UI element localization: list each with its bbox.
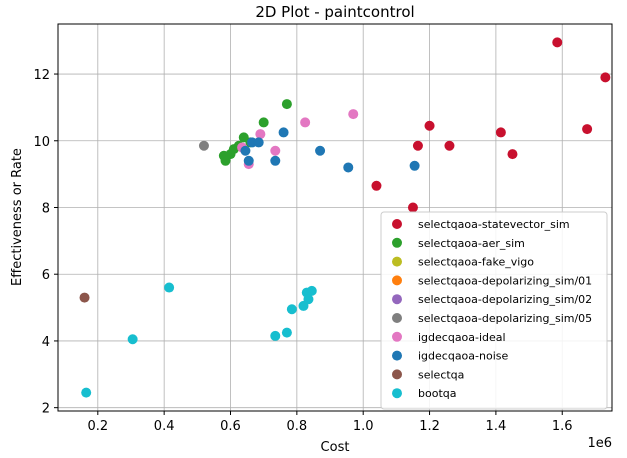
- data-point: [552, 37, 563, 48]
- legend-label: bootqa: [418, 387, 456, 400]
- x-axis-label: Cost: [321, 440, 350, 455]
- data-point: [258, 117, 269, 128]
- data-point: [371, 180, 382, 191]
- legend-label: selectqaoa-statevector_sim: [418, 218, 570, 231]
- legend-label: selectqaoa-aer_sim: [418, 237, 525, 250]
- data-point: [306, 285, 317, 296]
- legend-marker: [392, 369, 402, 380]
- data-points: [79, 37, 611, 398]
- legend: selectqaoa-statevector_sim selectqaoa-aer…: [380, 211, 608, 410]
- data-point: [507, 149, 518, 160]
- x-tick-label: 0.8: [287, 419, 308, 434]
- legend-label: selectqaoa-fake_vigo: [418, 256, 534, 269]
- data-point: [315, 145, 326, 156]
- data-point: [81, 387, 92, 398]
- legend-marker: [392, 388, 402, 399]
- y-axis-label: Effectiveness or Rate: [10, 148, 25, 286]
- data-point: [412, 140, 423, 151]
- legend-box: [380, 211, 608, 410]
- legend-marker: [392, 256, 402, 267]
- data-point: [303, 294, 314, 305]
- x-axis-offset-label: 1e6: [587, 436, 612, 451]
- data-point: [243, 155, 254, 166]
- data-point: [281, 99, 292, 110]
- x-tick-label: 1.2: [419, 419, 440, 434]
- y-tick-label: 6: [42, 268, 50, 283]
- legend-label: igdecqaoa-ideal: [418, 331, 506, 344]
- plot-frame: [57, 23, 613, 412]
- x-tick-label: 0.2: [87, 419, 108, 434]
- axis-ticks: 0.2 0.4 0.6 0.8 1.0 1.2 1.4 1.6 2 4 6 8 10 12: [33, 68, 572, 434]
- data-point: [164, 282, 175, 293]
- data-point: [300, 117, 311, 128]
- data-point: [600, 72, 611, 83]
- data-point: [270, 155, 281, 166]
- data-point: [127, 334, 138, 345]
- y-tick-label: 2: [42, 402, 50, 417]
- data-point: [407, 202, 418, 213]
- data-point: [240, 145, 251, 156]
- x-tick-label: 1.4: [486, 419, 507, 434]
- y-tick-label: 8: [42, 201, 50, 216]
- legend-marker: [392, 219, 402, 229]
- y-tick-label: 4: [42, 335, 50, 350]
- data-point: [278, 127, 289, 138]
- x-tick-label: 0.6: [220, 419, 241, 434]
- data-point: [495, 127, 506, 138]
- x-tick-label: 0.4: [154, 419, 175, 434]
- legend-label: selectqa: [418, 368, 464, 381]
- legend-label: selectqaoa-depolarizing_sim/01: [418, 274, 592, 287]
- data-point: [348, 109, 359, 120]
- data-point: [255, 129, 266, 140]
- data-point: [582, 124, 593, 135]
- legend-marker: [392, 275, 402, 286]
- legend-label: igdecqaoa-noise: [418, 350, 508, 363]
- y-tick-label: 10: [33, 135, 50, 150]
- data-point: [79, 292, 90, 303]
- data-point: [253, 137, 264, 148]
- legend-marker: [392, 294, 402, 305]
- data-point: [270, 145, 281, 156]
- legend-label: selectqaoa-depolarizing_sim/02: [418, 293, 592, 306]
- x-tick-label: 1.6: [552, 419, 573, 434]
- data-point: [409, 160, 420, 171]
- x-tick-label: 1.0: [353, 419, 374, 434]
- data-point: [343, 162, 354, 173]
- data-point: [281, 327, 292, 338]
- data-point: [444, 140, 455, 151]
- y-tick-label: 12: [33, 68, 50, 83]
- data-point: [198, 140, 209, 151]
- legend-marker: [392, 350, 402, 361]
- data-point: [270, 330, 281, 341]
- legend-marker: [392, 331, 402, 342]
- legend-label: selectqaoa-depolarizing_sim/05: [418, 312, 592, 325]
- data-point: [286, 304, 297, 315]
- chart-title: 2D Plot - paintcontrol: [255, 3, 414, 21]
- legend-marker: [392, 237, 402, 248]
- data-point: [424, 120, 435, 131]
- legend-marker: [392, 313, 402, 323]
